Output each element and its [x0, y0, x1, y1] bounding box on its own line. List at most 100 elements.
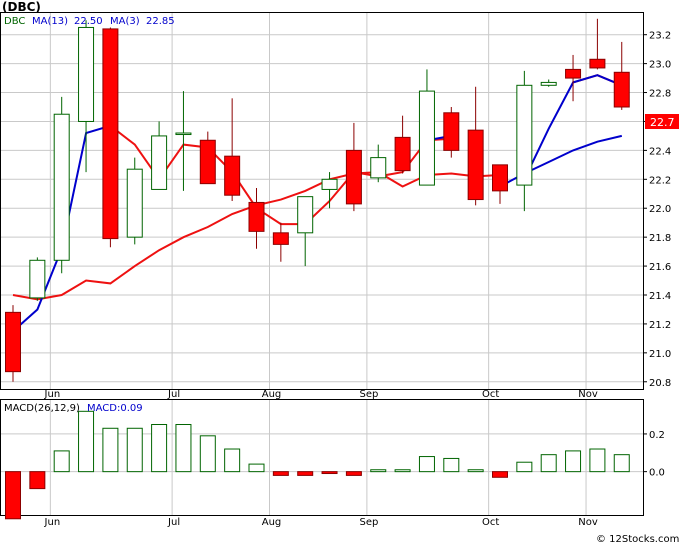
macd-month-tick-label: Sep: [359, 517, 378, 528]
candle-body-up: [53, 113, 70, 261]
price-tick-label: 20.8: [649, 378, 671, 389]
macd-bar-positive: [151, 424, 168, 473]
month-axis-ticks: Jun Jul Aug Sep Oct Nov: [44, 389, 598, 400]
macd-bar-negative: [321, 471, 338, 475]
month-tick-label: Oct: [482, 389, 499, 400]
macd-bar-positive: [565, 450, 582, 473]
macd-bar-negative: [272, 471, 289, 476]
price-tick-label: 23.0: [649, 60, 671, 71]
macd-bar-positive: [467, 469, 484, 473]
price-tick-label: 21.0: [649, 349, 671, 360]
macd-tick-label: 0.0: [649, 468, 665, 479]
legend-ma3-label: MA(3): [110, 16, 140, 27]
candle-body-down: [5, 311, 21, 373]
macd-bar-positive: [126, 427, 143, 473]
candle-body-down: [565, 68, 582, 79]
candle-body-down: [272, 232, 289, 245]
candle-body-down: [589, 58, 606, 69]
price-gridlines: [1, 13, 643, 389]
macd-tick-label: 0.2: [649, 430, 665, 441]
candle-body-down: [492, 164, 508, 192]
month-tick-label: Nov: [578, 389, 598, 400]
candle-body-up: [540, 81, 557, 86]
month-tick-label: Jun: [44, 389, 61, 400]
price-tick-label: 21.8: [649, 233, 671, 244]
macd-month-tick-label: Aug: [262, 517, 282, 528]
macd-bars: [5, 410, 630, 520]
candle-body-down: [443, 112, 460, 151]
macd-bar-positive: [418, 456, 435, 473]
macd-bar-positive: [370, 469, 387, 473]
macd-bar-positive: [102, 427, 119, 473]
candle-body-up: [126, 168, 143, 238]
macd-title: MACD(26,12,9): [4, 403, 80, 414]
macd-month-tick-label: Jun: [44, 517, 61, 528]
macd-bar-positive: [516, 461, 533, 473]
macd-bar-positive: [394, 469, 411, 473]
price-tick-label: 22.8: [649, 89, 671, 100]
macd-bar-negative: [492, 471, 508, 478]
candle-body-down: [224, 155, 241, 196]
macd-bar-negative: [345, 471, 362, 476]
legend-ma3-value: 22.85: [146, 16, 175, 27]
price-panel-border: [0, 12, 644, 390]
legend-ma13-value: 22.50: [74, 16, 103, 27]
candle-body-up: [29, 259, 46, 299]
macd-bar-positive: [589, 448, 606, 473]
macd-bar-negative: [29, 471, 46, 490]
macd-axis-ticks: 0.2 0.0: [643, 430, 665, 479]
macd-bar-positive: [613, 454, 630, 473]
candle-body-up: [321, 178, 338, 190]
price-tick-label: 23.2: [649, 31, 671, 42]
candle-body-up: [78, 26, 95, 122]
candle-body-up: [175, 132, 192, 136]
candle-body-down: [345, 149, 362, 205]
month-tick-label: Sep: [359, 389, 378, 400]
candle-body-up: [370, 157, 387, 179]
last-price-badge: [645, 114, 679, 129]
macd-month-axis-ticks: Jun Jul Aug Sep Oct Nov: [44, 517, 598, 528]
legend-ma13-label: MA(13): [32, 16, 68, 27]
price-tick-label: 22.4: [649, 146, 671, 157]
macd-bar-positive: [540, 454, 557, 473]
macd-bar-positive: [53, 450, 70, 473]
macd-month-tick-label: Oct: [482, 517, 499, 528]
price-tick-label: 21.2: [649, 320, 671, 331]
macd-panel-border: [0, 399, 644, 516]
legend-series-tag: DBC: [4, 16, 25, 27]
price-tick-label: 22.0: [649, 204, 671, 215]
macd-bar-negative: [5, 471, 21, 520]
macd-month-tick-label: Jul: [167, 517, 180, 528]
macd-value: MACD:0.09: [87, 403, 143, 414]
ticker-title: (DBC): [2, 0, 41, 14]
candle-body-down: [394, 136, 411, 172]
candle-body-down: [102, 28, 119, 240]
candle-body-up: [297, 196, 314, 234]
candle-body-up: [151, 135, 168, 190]
candle-body-up: [516, 84, 533, 186]
macd-bar-negative: [297, 471, 314, 476]
candlesticks: [5, 18, 630, 382]
footer-credit: © 12Stocks.com: [596, 534, 679, 545]
candle-body-down: [248, 201, 265, 232]
candle-body-up: [418, 90, 435, 186]
candle-body-down: [199, 139, 216, 185]
month-tick-label: Jul: [167, 389, 180, 400]
macd-bar-positive: [443, 457, 460, 473]
month-tick-label: Aug: [262, 389, 282, 400]
candle-body-down: [467, 129, 484, 201]
macd-bar-positive: [199, 435, 216, 473]
price-tick-label: 21.6: [649, 262, 671, 273]
last-price-badge-text: 22.7: [650, 116, 675, 129]
price-tick-label: 21.4: [649, 291, 671, 302]
candle-body-down: [613, 71, 630, 108]
macd-bar-positive: [175, 424, 192, 473]
macd-bar-positive: [78, 410, 95, 473]
macd-month-tick-label: Nov: [578, 517, 598, 528]
macd-bar-positive: [248, 463, 265, 473]
price-axis-ticks: 20.821.021.221.421.621.822.022.222.422.6…: [643, 31, 671, 389]
macd-bar-positive: [224, 448, 241, 473]
price-tick-label: 22.2: [649, 175, 671, 186]
